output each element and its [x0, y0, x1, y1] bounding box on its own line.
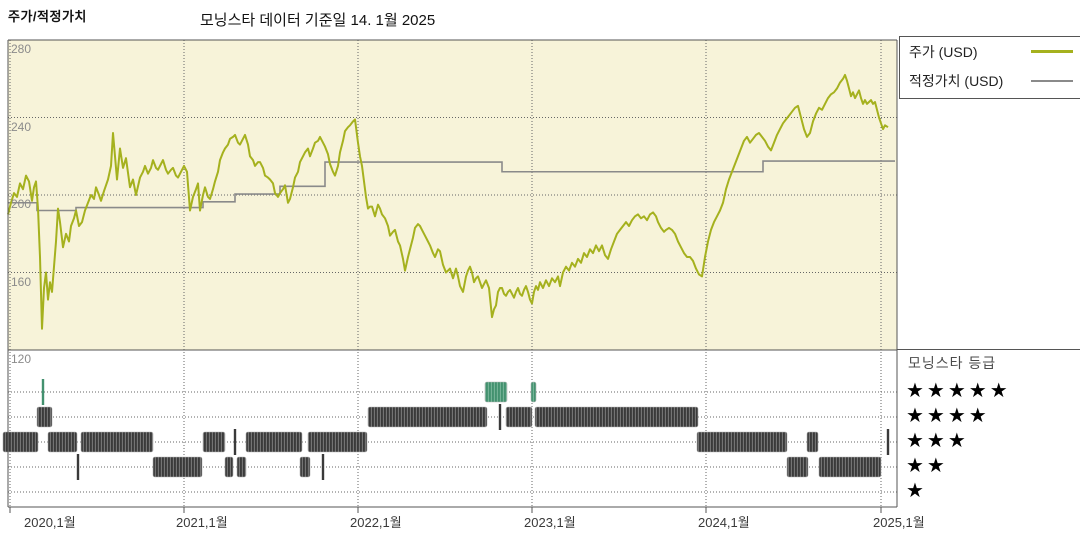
rating-pane-background [8, 350, 897, 507]
rating-bar [80, 431, 154, 453]
y-axis-label: 200 [11, 197, 32, 211]
x-axis-label: 2020,1월 [24, 515, 76, 530]
fair-value-line-swatch [1031, 79, 1073, 82]
y-axis-label: 160 [11, 274, 32, 289]
rating-tick [498, 404, 502, 430]
legend-price-label: 주가 (USD) [909, 43, 978, 60]
rating-bar [2, 431, 39, 453]
chart-subtitle: 모닝스타 데이터 기준일 14. 1월 2025 [200, 12, 436, 29]
x-axis-label: 2023,1월 [524, 515, 576, 530]
legend-item-fair-value[interactable]: 적정가치 (USD) [900, 66, 1080, 95]
rating-bar [818, 456, 882, 478]
rating-bar [534, 406, 699, 428]
rating-bar [202, 431, 226, 453]
rating-bar [245, 431, 303, 453]
rating-bar [806, 431, 819, 453]
y-axis-label: 240 [11, 119, 32, 134]
rating-tick [886, 429, 890, 455]
rating-bar [224, 456, 234, 478]
star-row-2: ★★ [906, 455, 948, 477]
x-axis-label: 2025,1월 [873, 515, 925, 530]
rating-bar [786, 456, 809, 478]
x-axis-label: 2022,1월 [350, 515, 402, 530]
rating-bar [367, 406, 488, 428]
rating-tick [233, 429, 237, 455]
rating-bar [36, 406, 53, 428]
x-axis-label: 2021,1월 [176, 515, 228, 530]
rating-bar [47, 431, 78, 453]
rating-bar [299, 456, 311, 478]
price-line-swatch [1031, 50, 1073, 53]
rating-bar [152, 456, 203, 478]
star-row-1: ★ [906, 480, 927, 502]
rating-tick [41, 379, 45, 405]
rating-panel-divider [897, 349, 1080, 350]
legend-fair-value-label: 적정가치 (USD) [909, 72, 1004, 89]
fair-value-line [8, 160, 895, 212]
star-row-4: ★★★★ [906, 405, 990, 427]
chart-title: 주가/적정가치 [8, 9, 87, 24]
rating-bar [307, 431, 368, 453]
legend: 주가 (USD) 적정가치 (USD) [899, 36, 1080, 99]
price-line [7, 73, 889, 330]
rating-tick [76, 454, 80, 480]
y-axis-label: 120 [11, 352, 32, 366]
rating-bar [236, 456, 247, 478]
rating-tick [321, 454, 325, 480]
rating-bar [484, 381, 508, 403]
x-axis-label: 2024,1월 [698, 515, 750, 530]
rating-bar [696, 431, 788, 453]
star-row-5: ★★★★★ [906, 380, 1011, 402]
star-row-3: ★★★ [906, 430, 969, 452]
y-axis-label: 280 [11, 42, 32, 56]
rating-legend-title: 모닝스타 등급 [908, 355, 997, 371]
legend-item-price[interactable]: 주가 (USD) [900, 37, 1080, 66]
rating-bar [530, 381, 537, 403]
rating-bar [505, 406, 533, 428]
